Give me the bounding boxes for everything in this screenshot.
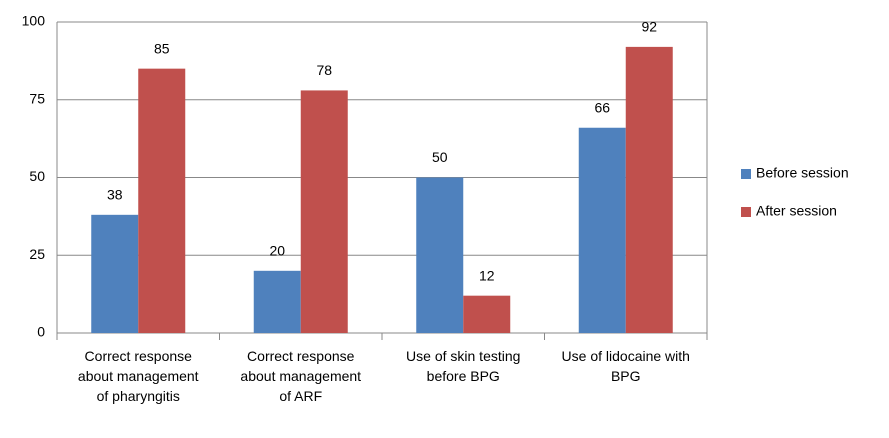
y-tick-label: 25 [29,246,45,262]
bar [625,46,673,333]
bar [91,214,139,333]
x-tick-label: Use of lidocaine with BPG [561,348,690,384]
legend-label: Before session [756,165,849,181]
bar [578,127,626,334]
x-tick-label: Correct response about management of pha… [77,348,199,404]
data-label: 50 [432,149,448,165]
data-label: 38 [107,187,123,203]
bar [138,68,186,334]
y-tick-label: 75 [29,90,45,106]
data-label: 85 [154,40,170,56]
x-tick-label: Correct response about management of ARF [240,348,362,404]
data-label: 92 [641,19,657,35]
x-tick-label: Use of skin testing before BPG [406,348,521,384]
legend-label: After session [756,203,837,219]
data-label: 66 [594,99,610,115]
data-label: 20 [269,243,285,259]
bar [300,90,348,333]
y-tick-label: 50 [29,168,45,184]
legend-swatch [741,207,751,217]
y-tick-label: 100 [22,13,46,29]
data-label: 78 [316,62,332,78]
bar [253,270,301,333]
bar [463,295,511,333]
legend-swatch [741,169,751,179]
data-label: 12 [479,267,495,283]
y-tick-label: 0 [37,324,45,340]
bar [416,177,464,333]
